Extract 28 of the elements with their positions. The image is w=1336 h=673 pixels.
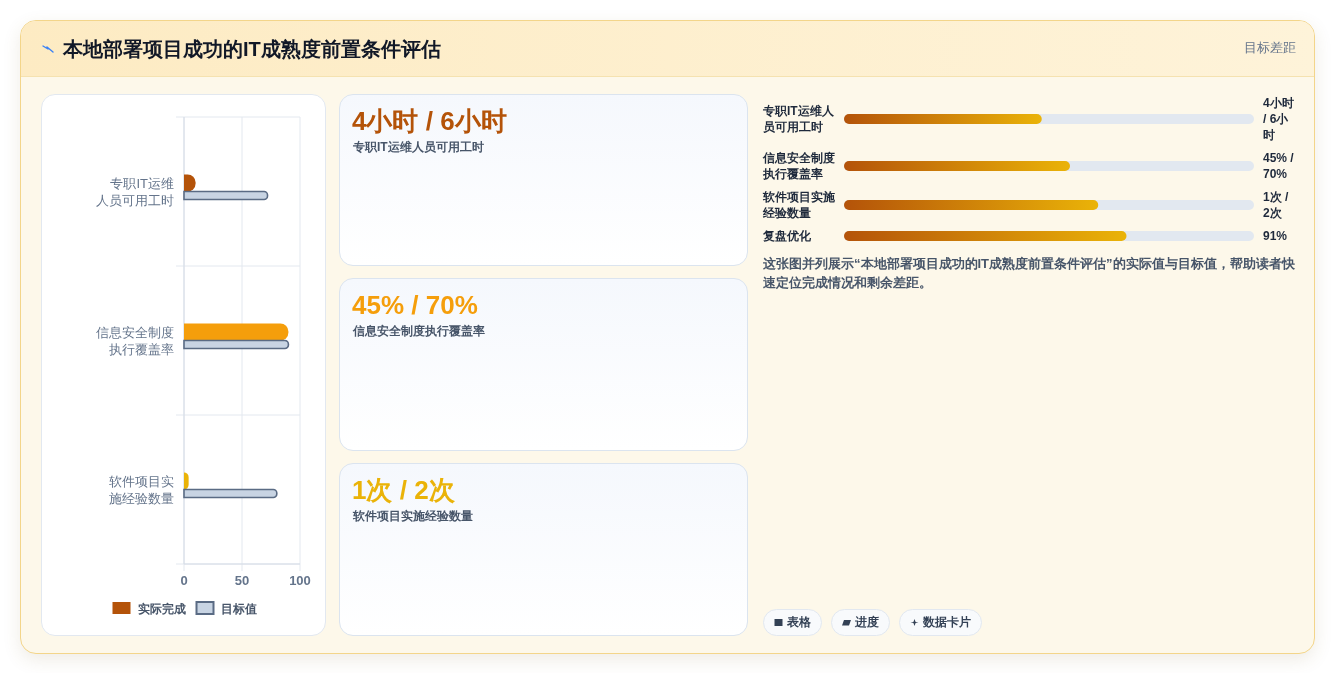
y-tick-label: 复盘优化 [763, 228, 812, 244]
x-tick-label: 100 [289, 573, 311, 588]
text: 信息安全制度执行覆盖率 [353, 323, 485, 339]
y-tick-label: 专职IT运维人员可用工时 [96, 175, 174, 208]
text: 目标差距 [1244, 39, 1296, 57]
text: 45% / 70% [352, 289, 478, 321]
text: 专职IT运维人员可用工时 [353, 139, 484, 155]
text: 本地部署项目成功的IT成熟度前置条件评估 [63, 37, 441, 62]
text: 1次 / 2次 [1263, 189, 1290, 221]
text: 表格 [787, 615, 811, 630]
text: 进度 [855, 615, 879, 630]
y-tick-label: 专职IT运维人员可用工时 [763, 103, 835, 135]
annotation: 这张图并列展示“本地部署项目成功的IT成熟度前置条件评估”的实际值与目标值，帮助读者快速定位完成情况和剩余差距。 [763, 255, 1296, 292]
x-tick-label: 50 [234, 573, 250, 588]
y-tick-label: 软件项目实施经验数量 [763, 189, 836, 221]
y-tick-label: 信息安全制度执行覆盖率 [763, 150, 836, 182]
text: 1次 / 2次 [352, 474, 455, 506]
text: 软件项目实施经验数量 [353, 508, 473, 524]
y-tick-label: 信息安全制度执行覆盖率 [96, 324, 174, 357]
text: 4小时 / 6小时 [1263, 95, 1295, 143]
text: 45% / 70% [1263, 150, 1295, 182]
legend-label: 目标值 [220, 601, 257, 616]
legend-label: 实际完成 [137, 601, 186, 616]
text: 数据卡片 [923, 615, 971, 630]
y-tick-label: 软件项目实施经验数量 [109, 473, 174, 506]
x-tick-label: 0 [180, 573, 188, 588]
text: 4小时 / 6小时 [352, 105, 507, 137]
text: 91% [1263, 228, 1289, 244]
